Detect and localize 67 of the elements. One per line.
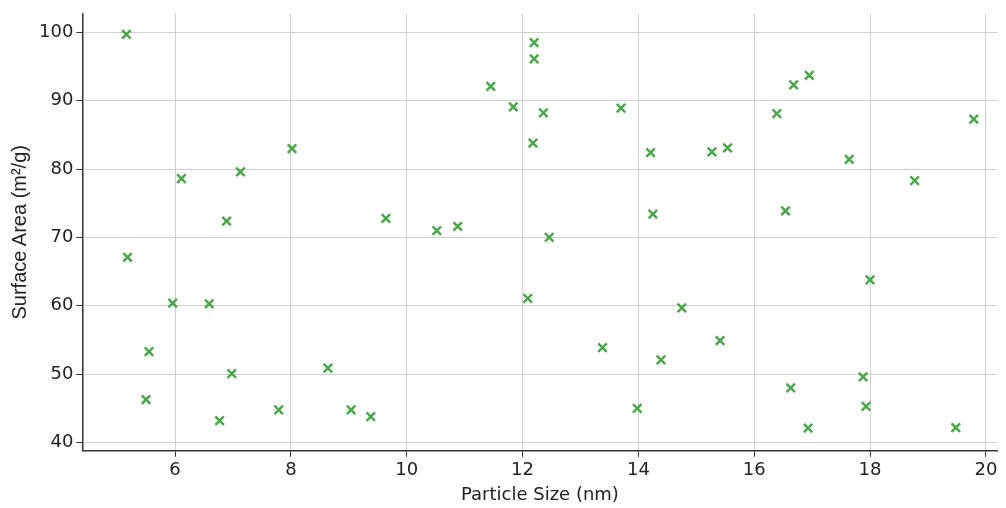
point [528,37,540,49]
point [645,147,657,159]
point [537,107,549,119]
point [909,175,921,187]
point [631,402,643,414]
point [528,53,540,65]
point [122,251,134,263]
point [803,69,815,81]
point [722,142,734,154]
point [452,220,464,232]
point [706,146,718,158]
point [365,411,377,423]
point [647,208,659,220]
x-tick-label: 6 [169,458,181,480]
y-tick-label: 50 [50,361,74,383]
point [226,368,238,380]
x-tick-label: 12 [511,458,535,480]
y-tick-label: 70 [50,225,74,247]
point [120,28,132,40]
point [714,335,726,347]
x-tick-label: 18 [858,458,882,480]
point [864,274,876,286]
point [676,302,688,314]
point [527,137,539,149]
point [507,101,519,113]
y-tick-label: 80 [50,156,74,178]
point [273,404,285,416]
point [286,143,298,155]
point [780,205,791,217]
point [345,404,357,416]
point [380,212,392,224]
y-tick-label: 40 [50,430,74,452]
point [543,231,555,243]
x-tick-label: 20 [974,458,998,480]
x-tick-label: 16 [742,458,766,480]
point [596,342,608,354]
x-axis-title: Particle Size (nm) [460,482,619,504]
point [788,79,800,91]
point [857,371,869,383]
point [485,80,497,92]
point [234,166,246,178]
point [785,382,797,394]
point [214,415,226,427]
point [615,102,627,114]
point [950,422,962,434]
x-tick-label: 14 [626,458,650,480]
point [175,173,187,185]
point [843,153,855,165]
x-tick-label: 8 [285,458,297,480]
point [522,292,534,304]
point [802,422,814,434]
point [771,108,783,120]
y-tick-label: 100 [39,19,74,41]
y-tick-label: 60 [50,293,74,315]
point [655,354,667,366]
point [860,400,872,412]
point [431,225,443,237]
point [140,394,152,405]
point [968,113,980,125]
y-axis-title: Surface Area (m²/g) [7,145,30,320]
point [143,346,155,358]
x-tick-label: 10 [395,458,419,480]
point [322,362,334,374]
point [167,297,179,309]
y-tick-label: 90 [50,88,74,110]
point [203,298,215,310]
point [221,215,233,227]
